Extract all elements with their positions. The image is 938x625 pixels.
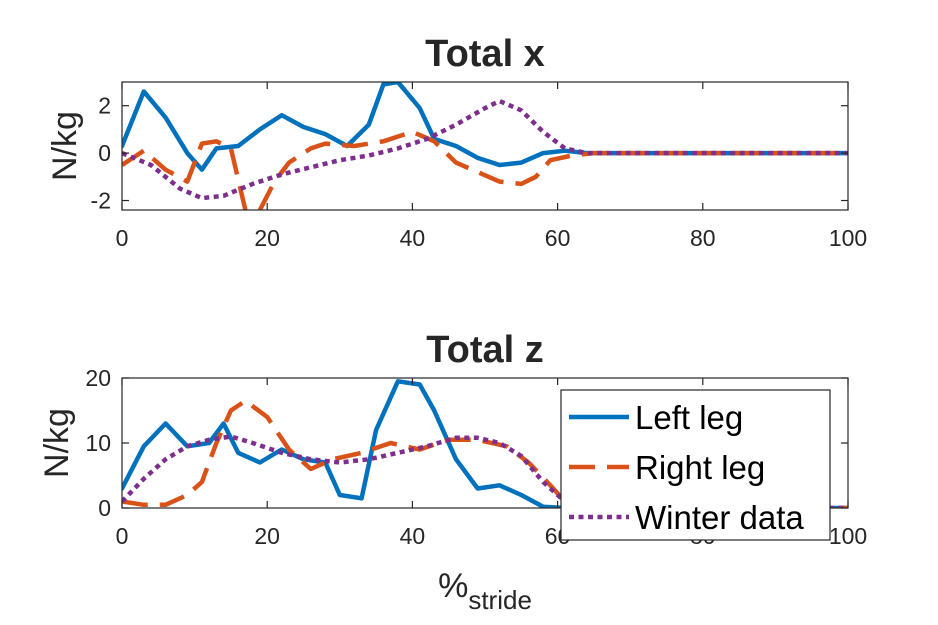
x-tick-label: 20 xyxy=(254,225,280,251)
legend: Left leg Right leg Winter data xyxy=(560,389,831,541)
x-tick-label: 0 xyxy=(116,225,129,251)
x-axis-label-main: % xyxy=(438,567,468,605)
y-tick-label: 0 xyxy=(98,140,111,166)
subplot-total-z: Total z N/kg %stride 02040608010020100Le… xyxy=(38,329,867,615)
series-group xyxy=(122,379,848,508)
x-axis-label-subscript: stride xyxy=(468,585,532,615)
y-tick-label: 10 xyxy=(85,430,111,456)
x-axis-label: %stride xyxy=(438,567,532,615)
series-line-right-leg xyxy=(122,398,848,508)
series-line-right-leg xyxy=(122,139,248,210)
x-tick-label: 20 xyxy=(254,523,280,549)
x-tick-label: 100 xyxy=(829,225,867,251)
series-line-right-leg xyxy=(257,129,848,210)
x-tick-label: 0 xyxy=(116,523,129,549)
y-tick-label: 2 xyxy=(98,93,111,119)
legend-label: Winter data xyxy=(635,499,804,536)
legend-label: Right leg xyxy=(635,449,765,486)
series-line-left-leg xyxy=(122,82,848,172)
y-axis-label: N/kg xyxy=(38,408,76,478)
series-line-winter-data xyxy=(122,98,848,201)
series-group xyxy=(122,82,848,210)
y-tick-label: 0 xyxy=(98,495,111,521)
x-tick-label: 100 xyxy=(829,523,867,549)
legend-label: Left leg xyxy=(635,399,743,436)
series-line-left-leg xyxy=(122,379,848,508)
x-tick-label: 40 xyxy=(400,523,426,549)
y-tick-label: -2 xyxy=(91,188,111,214)
x-tick-label: 80 xyxy=(690,225,716,251)
y-tick-label: 20 xyxy=(85,365,111,391)
x-tick-label: 60 xyxy=(545,225,571,251)
axes-box xyxy=(121,81,849,211)
x-tick-label: 40 xyxy=(400,225,426,251)
subplot-title: Total x xyxy=(425,33,545,75)
subplot-title: Total z xyxy=(426,329,544,371)
y-axis-label: N/kg xyxy=(46,111,84,181)
